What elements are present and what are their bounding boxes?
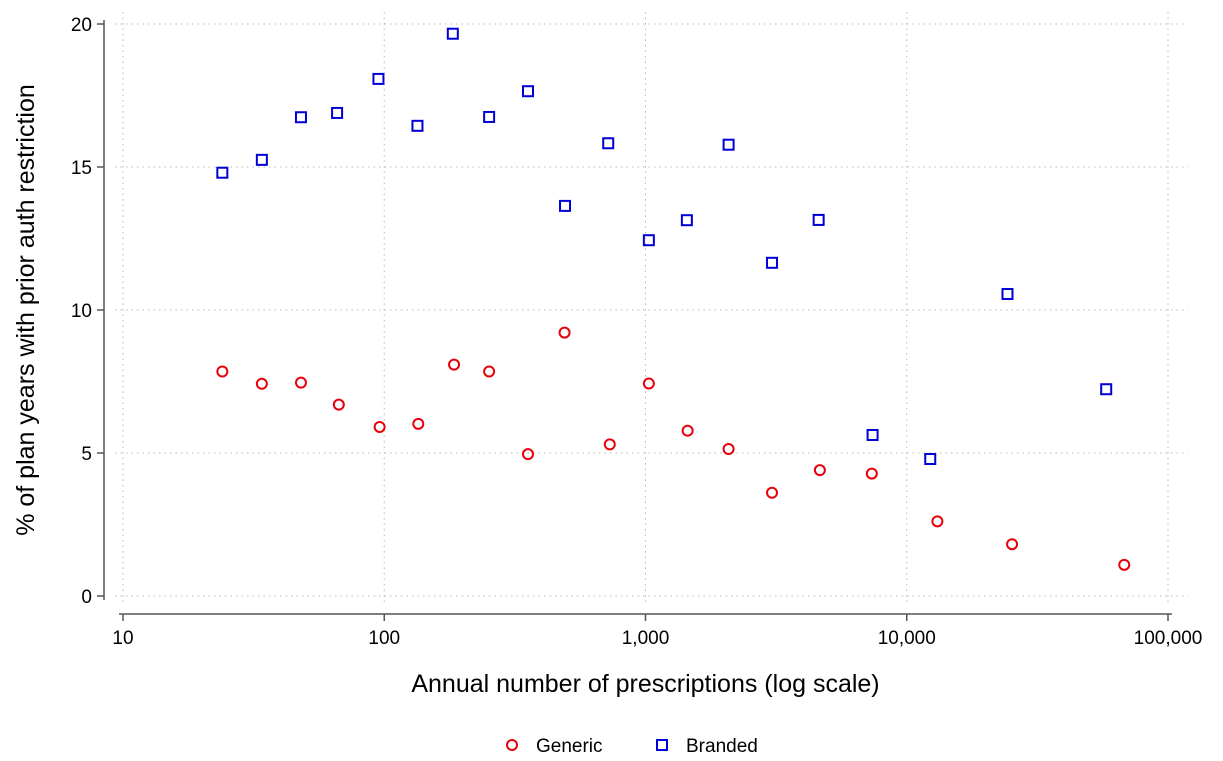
y-tick-label: 15: [71, 158, 92, 179]
data-point-branded: [521, 85, 534, 98]
data-point-branded: [294, 111, 307, 124]
y-tick-label: 5: [81, 444, 92, 465]
y-axis-ticks: 0 5 10 15 20: [71, 15, 104, 608]
x-axis-ticks: 10 100 1,000 10,000 100,000: [112, 614, 1202, 649]
legend-marker-branded: [656, 739, 668, 751]
data-point-generic: [483, 365, 496, 378]
data-point-generic: [766, 486, 779, 499]
data-point-branded: [766, 256, 779, 269]
data-point-branded: [216, 166, 229, 179]
data-point-branded: [1001, 287, 1014, 300]
x-tick-label: 100,000: [1134, 628, 1203, 649]
x-tick-label: 100: [368, 628, 400, 649]
data-point-branded: [866, 428, 879, 441]
grid-lines: [115, 12, 1188, 604]
legend: Generic Branded: [506, 736, 758, 757]
data-point-branded: [722, 138, 735, 151]
x-tick-label: 10: [112, 628, 133, 649]
data-point-generic: [332, 398, 345, 411]
data-point-branded: [411, 119, 424, 132]
data-point-branded: [446, 27, 459, 40]
data-point-generic: [931, 515, 944, 528]
data-point-generic: [865, 467, 878, 480]
axes: [103, 20, 1172, 615]
y-tick-label: 0: [81, 587, 92, 608]
legend-marker-generic: [506, 739, 518, 751]
data-point-generic: [294, 376, 307, 389]
legend-label-branded: Branded: [686, 736, 758, 757]
data-point-branded: [483, 110, 496, 123]
data-point-branded: [602, 137, 615, 150]
data-point-generic: [412, 417, 425, 430]
data-point-generic: [448, 358, 461, 371]
data-point-branded: [1100, 383, 1113, 396]
data-point-generic: [1006, 538, 1019, 551]
data-point-generic: [681, 424, 694, 437]
legend-label-generic: Generic: [536, 736, 603, 757]
data-point-generic: [521, 448, 534, 461]
data-point-generic: [373, 420, 386, 433]
data-point-branded: [255, 153, 268, 166]
data-point-branded: [680, 214, 693, 227]
x-tick-label: 1,000: [622, 628, 670, 649]
y-tick-label: 10: [71, 301, 92, 322]
data-point-generic: [558, 326, 571, 339]
data-point-generic: [1118, 558, 1131, 571]
data-point-generic: [722, 442, 735, 455]
data-point-generic: [603, 438, 616, 451]
data-point-branded: [924, 453, 937, 466]
y-axis-title: % of plan years with prior auth restrict…: [12, 84, 40, 536]
data-point-branded: [642, 234, 655, 247]
data-points: [216, 27, 1131, 571]
x-axis-title: Annual number of prescriptions (log scal…: [411, 670, 879, 698]
data-point-branded: [812, 213, 825, 226]
data-point-generic: [216, 365, 229, 378]
y-tick-label: 20: [71, 15, 92, 36]
x-tick-label: 10,000: [878, 628, 936, 649]
data-point-branded: [372, 72, 385, 85]
data-point-branded: [331, 106, 344, 119]
data-point-generic: [642, 377, 655, 390]
data-point-generic: [813, 464, 826, 477]
data-point-generic: [255, 377, 268, 390]
data-point-branded: [559, 199, 572, 212]
